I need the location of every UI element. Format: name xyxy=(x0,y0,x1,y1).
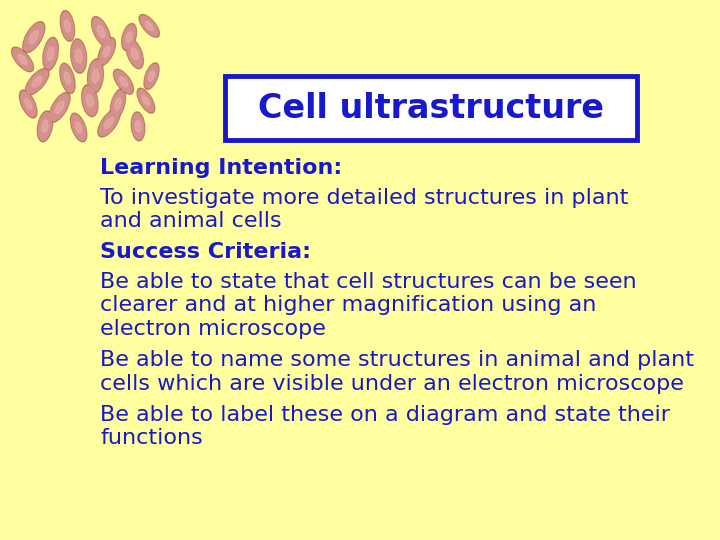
Ellipse shape xyxy=(86,94,94,107)
Ellipse shape xyxy=(89,60,102,92)
Ellipse shape xyxy=(145,22,153,30)
Ellipse shape xyxy=(71,114,86,140)
Ellipse shape xyxy=(44,39,57,69)
Ellipse shape xyxy=(93,18,109,45)
Ellipse shape xyxy=(91,17,111,46)
Text: Be able to label these on a diagram and state their
functions: Be able to label these on a diagram and … xyxy=(100,404,670,448)
Ellipse shape xyxy=(123,25,135,49)
Text: Learning Intention:: Learning Intention: xyxy=(100,158,342,178)
Ellipse shape xyxy=(61,12,73,40)
Ellipse shape xyxy=(55,102,64,113)
Ellipse shape xyxy=(138,90,153,112)
Text: Cell ultrastructure: Cell ultrastructure xyxy=(258,92,604,125)
Ellipse shape xyxy=(21,92,36,117)
Ellipse shape xyxy=(42,120,48,132)
Ellipse shape xyxy=(99,39,114,64)
Ellipse shape xyxy=(132,113,144,139)
Ellipse shape xyxy=(143,96,150,106)
Ellipse shape xyxy=(49,92,70,123)
Ellipse shape xyxy=(110,89,125,119)
Text: Be able to name some structures in animal and plant
cells which are visible unde: Be able to name some structures in anima… xyxy=(100,350,694,394)
Ellipse shape xyxy=(83,86,97,115)
Ellipse shape xyxy=(103,46,110,57)
FancyBboxPatch shape xyxy=(225,76,637,140)
Ellipse shape xyxy=(75,49,82,63)
Ellipse shape xyxy=(114,69,133,94)
Ellipse shape xyxy=(24,23,44,51)
Ellipse shape xyxy=(126,39,143,69)
Ellipse shape xyxy=(145,64,158,88)
Ellipse shape xyxy=(144,63,159,90)
Ellipse shape xyxy=(48,47,54,60)
Ellipse shape xyxy=(38,112,52,140)
Ellipse shape xyxy=(88,59,104,93)
Ellipse shape xyxy=(122,24,137,51)
Text: Success Criteria:: Success Criteria: xyxy=(100,242,311,262)
Ellipse shape xyxy=(19,90,37,118)
Ellipse shape xyxy=(81,85,98,117)
Ellipse shape xyxy=(140,16,158,36)
Ellipse shape xyxy=(139,15,159,37)
Ellipse shape xyxy=(148,71,155,82)
Text: To investigate more detailed structures in plant
and animal cells: To investigate more detailed structures … xyxy=(100,188,629,232)
Ellipse shape xyxy=(137,88,155,113)
Ellipse shape xyxy=(72,40,86,72)
Ellipse shape xyxy=(24,98,32,110)
Ellipse shape xyxy=(65,20,71,32)
Ellipse shape xyxy=(12,47,34,72)
Ellipse shape xyxy=(131,48,138,60)
Ellipse shape xyxy=(60,10,75,42)
Ellipse shape xyxy=(126,32,132,43)
Ellipse shape xyxy=(114,71,132,93)
Ellipse shape xyxy=(32,76,42,87)
Ellipse shape xyxy=(37,111,53,142)
Ellipse shape xyxy=(18,55,27,64)
Ellipse shape xyxy=(50,94,69,121)
Ellipse shape xyxy=(23,22,45,52)
Ellipse shape xyxy=(76,122,82,133)
Ellipse shape xyxy=(114,98,121,110)
Ellipse shape xyxy=(135,120,141,132)
Ellipse shape xyxy=(131,112,145,141)
Ellipse shape xyxy=(92,69,99,83)
Ellipse shape xyxy=(120,77,127,87)
Ellipse shape xyxy=(60,63,75,93)
Ellipse shape xyxy=(112,91,125,118)
Text: Be able to state that cell structures can be seen
clearer and at higher magnific: Be able to state that cell structures ca… xyxy=(100,272,636,339)
Ellipse shape xyxy=(13,49,32,70)
Ellipse shape xyxy=(61,65,74,92)
Ellipse shape xyxy=(98,38,115,65)
Ellipse shape xyxy=(71,39,86,73)
Ellipse shape xyxy=(97,25,105,38)
Ellipse shape xyxy=(27,70,48,93)
Ellipse shape xyxy=(25,69,49,95)
Ellipse shape xyxy=(30,31,38,43)
Ellipse shape xyxy=(98,109,120,137)
Ellipse shape xyxy=(43,37,58,70)
Ellipse shape xyxy=(71,113,87,142)
Ellipse shape xyxy=(127,40,143,67)
Ellipse shape xyxy=(64,72,71,84)
Ellipse shape xyxy=(104,117,114,129)
Ellipse shape xyxy=(99,111,119,136)
